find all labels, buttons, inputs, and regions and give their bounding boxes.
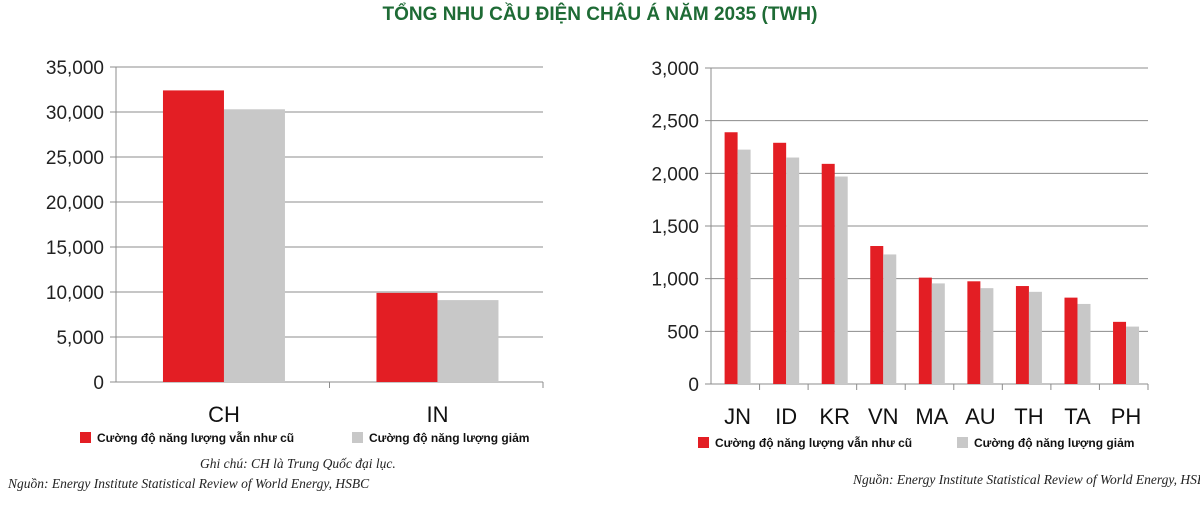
category-label: KR [819, 404, 850, 429]
y-tick-label: 3,000 [651, 59, 699, 80]
bar-jn-series-1 [724, 132, 738, 384]
left-bar-chart: 0 5,000 10,000 15,000 20,000 25,000 30,000 35,0… [46, 58, 544, 445]
category-label: PH [1111, 404, 1142, 429]
y-tick-label: 10,000 [46, 283, 104, 304]
bar-id-series-2 [786, 157, 800, 384]
y-tick-label: 0 [93, 373, 104, 394]
y-tick-label: 1,500 [651, 217, 699, 238]
bar-ta-series-2 [1077, 303, 1091, 384]
legend-swatch-series-1 [80, 432, 91, 443]
y-tick-label: 20,000 [46, 193, 104, 214]
bar-ma-series-1 [918, 277, 932, 384]
legend-label-series-2: Cường độ năng lượng giảm [974, 436, 1134, 450]
y-tick-label: 500 [667, 322, 699, 343]
bar-id-series-1 [773, 142, 787, 384]
y-tick-label: 30,000 [46, 103, 104, 124]
bar-in-series-1 [376, 292, 438, 382]
bar-vn-series-1 [870, 246, 884, 384]
category-label: ID [775, 404, 797, 429]
right-source: Nguồn: Energy Institute Statistical Revi… [853, 472, 1200, 487]
category-label: TA [1064, 404, 1091, 429]
y-tick-label: 1,000 [651, 270, 699, 291]
bar-ch-series-1 [162, 90, 224, 383]
category-label: IN [426, 402, 448, 427]
bar-ta-series-1 [1064, 297, 1078, 384]
category-label: MA [915, 404, 948, 429]
y-tick-label: 5,000 [56, 328, 104, 349]
y-tick-label: 2,500 [651, 112, 699, 133]
category-label: AU [965, 404, 996, 429]
bar-th-series-2 [1028, 291, 1042, 384]
legend-label-series-1: Cường độ năng lượng vẫn như cũ [97, 430, 294, 445]
bar-th-series-1 [1015, 286, 1029, 384]
y-tick-label: 2,000 [651, 164, 699, 185]
chart-title: TỔNG NHU CẦU ĐIỆN CHÂU Á NĂM 2035 (TWH) [382, 4, 818, 25]
bar-ph-series-2 [1126, 326, 1140, 384]
bar-kr-series-1 [821, 163, 835, 384]
category-label: TH [1014, 404, 1043, 429]
y-tick-label: 25,000 [46, 148, 104, 169]
category-label: CH [208, 402, 240, 427]
y-tick-label: 0 [688, 375, 699, 396]
bar-au-series-1 [967, 281, 981, 384]
left-source: Nguồn: Energy Institute Statistical Revi… [8, 476, 370, 491]
legend-swatch-series-2 [957, 437, 968, 448]
legend-swatch-series-1 [698, 437, 709, 448]
bar-ma-series-2 [931, 283, 945, 384]
legend-label-series-2: Cường độ năng lượng giảm [369, 431, 529, 445]
bar-vn-series-2 [883, 254, 897, 384]
bar-in-series-2 [437, 300, 499, 382]
left-note: Ghi chú: CH là Trung Quốc đại lục. [200, 456, 396, 471]
bar-ch-series-2 [223, 109, 285, 383]
y-tick-label: 35,000 [46, 58, 104, 79]
y-tick-label: 15,000 [46, 238, 104, 259]
bar-kr-series-2 [834, 176, 848, 384]
category-label: JN [724, 404, 751, 429]
bar-au-series-2 [980, 288, 994, 384]
bar-jn-series-2 [737, 149, 751, 384]
bar-ph-series-1 [1113, 321, 1127, 384]
category-label: VN [868, 404, 899, 429]
legend-label-series-1: Cường độ năng lượng vẫn như cũ [715, 435, 912, 450]
legend-swatch-series-2 [352, 432, 363, 443]
